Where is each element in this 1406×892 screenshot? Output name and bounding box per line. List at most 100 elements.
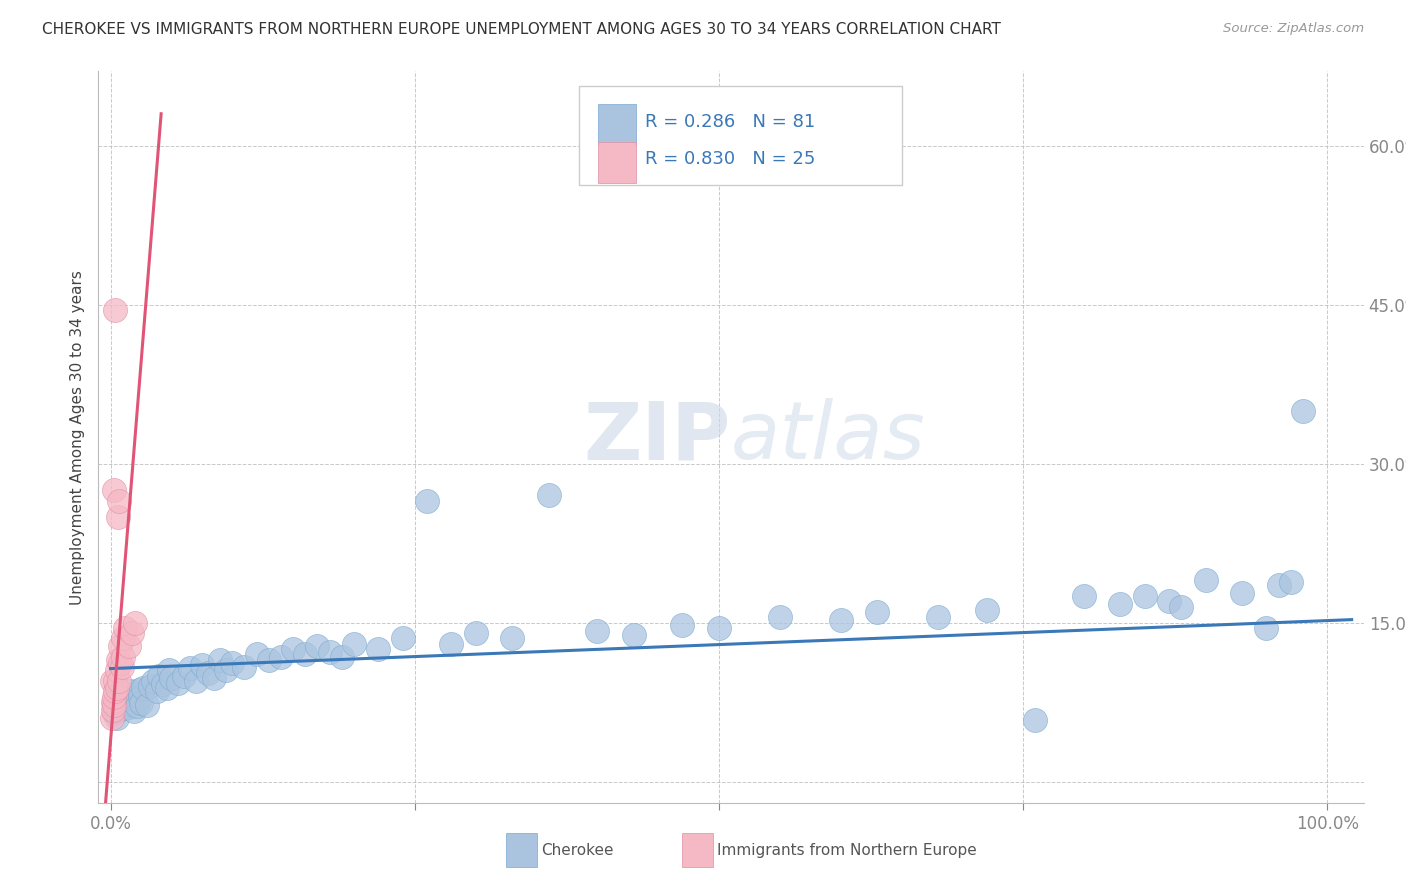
Point [245,648,267,662]
Point [104,698,127,713]
Point [124,615,146,630]
Text: ZIP: ZIP [583,398,731,476]
Point [138,679,160,693]
Point [121,626,143,640]
Point [464,626,486,640]
Point [101,695,124,709]
Text: atlas: atlas [731,398,927,476]
Point [623,628,645,642]
Point [440,637,463,651]
Point [866,605,889,619]
Point [120,684,141,698]
Point [103,483,125,497]
Point [127,699,149,714]
Point [769,610,792,624]
Point [586,624,609,638]
Point [416,493,439,508]
Point [120,697,142,711]
Point [114,621,136,635]
Point [173,668,195,682]
Point [1279,575,1302,590]
Y-axis label: Unemployment Among Ages 30 to 34 years: Unemployment Among Ages 30 to 34 years [69,269,84,605]
Point [707,621,730,635]
Text: Immigrants from Northern Europe: Immigrants from Northern Europe [717,843,977,857]
Point [318,645,340,659]
Text: Cherokee: Cherokee [541,843,614,857]
Point [104,673,127,688]
Point [105,711,128,725]
Point [215,663,238,677]
Point [157,663,180,677]
Point [330,649,353,664]
Point [391,632,413,646]
Point [110,690,132,704]
Point [125,693,148,707]
Point [105,681,128,696]
Point [1170,599,1192,614]
Point [103,706,125,720]
Point [1159,594,1181,608]
Point [927,610,949,624]
Point [146,684,169,698]
Point [103,698,125,713]
Point [257,653,280,667]
Point [197,666,219,681]
Point [830,614,852,628]
Point [110,660,132,674]
Point [294,648,316,662]
Point [117,694,139,708]
Point [307,639,329,653]
Point [121,690,143,705]
Point [166,676,188,690]
Point [1133,589,1156,603]
Point [107,695,129,709]
Point [108,673,131,688]
Text: Source: ZipAtlas.com: Source: ZipAtlas.com [1223,22,1364,36]
Point [108,493,131,508]
Point [110,699,132,714]
Point [104,302,127,317]
Point [122,704,145,718]
FancyBboxPatch shape [599,143,636,183]
Point [107,509,129,524]
Text: R = 0.286   N = 81: R = 0.286 N = 81 [645,113,815,131]
Point [101,673,124,688]
Point [1230,586,1253,600]
Point [671,617,693,632]
Point [111,649,134,664]
Point [1073,589,1095,603]
Point [128,690,150,704]
Point [1024,713,1046,727]
Point [104,684,127,698]
Point [132,681,155,696]
FancyBboxPatch shape [579,86,903,185]
Point [110,639,132,653]
Point [103,690,125,704]
Point [179,661,201,675]
Point [118,639,141,653]
Point [115,688,138,702]
Point [129,696,152,710]
Point [191,658,214,673]
Point [1256,621,1278,635]
Point [101,711,124,725]
Point [281,642,304,657]
Point [142,673,165,688]
Point [501,632,523,646]
Point [101,702,124,716]
Point [233,660,256,674]
Point [118,700,141,714]
Point [221,656,243,670]
Point [148,668,170,682]
Point [136,698,159,713]
Point [155,681,177,696]
Point [343,637,366,651]
Point [184,673,207,688]
FancyBboxPatch shape [599,104,636,145]
Point [160,671,183,685]
Point [110,656,132,670]
Point [105,663,128,677]
Point [1194,573,1216,587]
Point [537,488,560,502]
Point [108,702,131,716]
